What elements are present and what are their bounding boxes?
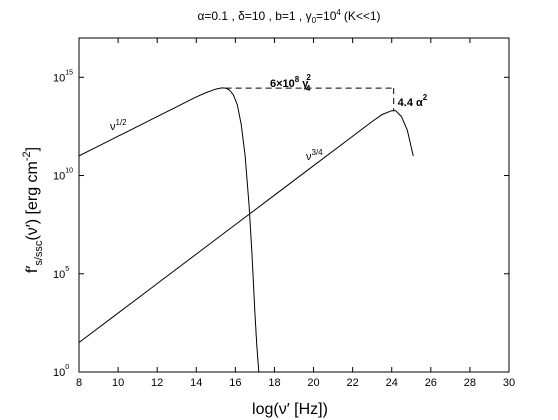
title-tail: (K<<1) [344,9,381,23]
x-tick-label: 24 [386,377,398,389]
x-tick-label: 20 [307,377,319,389]
y-tick-base: 10 [53,269,65,281]
y-title-arg: (ν′) [erg cm [24,161,41,240]
y-axis-title: f′s/ssc(ν′) [erg cm-2] [21,147,45,273]
annotation-gamma-factor: 6×108 γ2 4 [270,73,311,93]
series-label-nu-three-quarter: ν3/4 [306,148,323,163]
y-tick-base: 10 [53,72,65,84]
y-tick-exponent: 0 [65,364,69,371]
x-tick-label: 16 [229,377,241,389]
series-label-base: ν [306,151,312,163]
series-group: ν1/2ν3/4 [78,87,414,373]
anno-gamma: γ [299,78,309,90]
y-title-f: f [24,268,41,273]
series-label-exponent: 3/4 [312,148,324,157]
x-tick-label: 22 [347,377,359,389]
title-gamma-sub: 0 [312,16,317,25]
title-sep-1: , [228,9,238,23]
x-tick-label: 14 [190,377,202,389]
title-gamma: γ [306,9,312,23]
y-tick-exponent: 15 [65,69,73,76]
series-line [78,87,260,373]
series-label-base: ν [110,121,116,133]
x-axis-ticks: 8 10 12 14 16 18 20 22 24 26 28 30 [76,38,515,389]
title-sep-3: , [296,9,306,23]
annotation-alpha-factor: 4.4 α2 [398,93,428,109]
y-tick-label: 105 [53,266,69,281]
title-gamma-eq: =10 [316,9,337,23]
anno-factor-base: 6×10 [270,78,295,90]
x-tick-label: 8 [76,377,82,389]
x-tick-label: 10 [112,377,124,389]
y-title-prime: ′ [24,266,41,269]
title-b: b=1 [275,9,296,23]
title-gamma-exp: 4 [336,8,341,17]
anno-alpha-exp: 2 [423,93,428,102]
y-tick-label: 100 [53,364,69,379]
series-line [78,110,414,343]
anno-alpha-base: 4.4 α [398,97,423,109]
y-tick-base: 10 [53,171,65,183]
y-title-sub: s/ssc [33,240,45,266]
plot-frame [78,37,510,373]
x-tick-label: 28 [464,377,476,389]
y-tick-label: 1010 [53,168,73,183]
y-tick-exponent: 10 [65,168,73,175]
anno-factor-exp: 8 [295,75,300,84]
title-alpha: α=0.1 [197,9,228,23]
anno-gamma-sub: 4 [306,84,311,93]
y-tick-exponent: 5 [65,266,69,273]
annotation-group: 6×108 γ2 44.4 α2 [225,73,428,111]
y-tick-label: 1015 [53,69,73,84]
x-tick-label: 12 [151,377,163,389]
anno-gamma-exp: 2 [306,73,311,82]
x-tick-label: 26 [425,377,437,389]
x-tick-label: 18 [268,377,280,389]
series-label-nu-half: ν1/2 [110,118,127,133]
series-label-exponent: 1/2 [116,118,128,127]
y-title-close: ] [24,147,41,151]
title-sep-2: , [265,9,275,23]
x-axis-title: log(ν′ [Hz]) [252,401,328,418]
x-tick-label: 30 [503,377,515,389]
y-tick-base: 10 [53,367,65,379]
title-delta: δ=10 [238,9,265,23]
y-title-unit-exp: -2 [21,151,33,161]
chart-title: α=0.1 , δ=10 , b=1 , γ0=104 (K<<1) [197,8,380,25]
